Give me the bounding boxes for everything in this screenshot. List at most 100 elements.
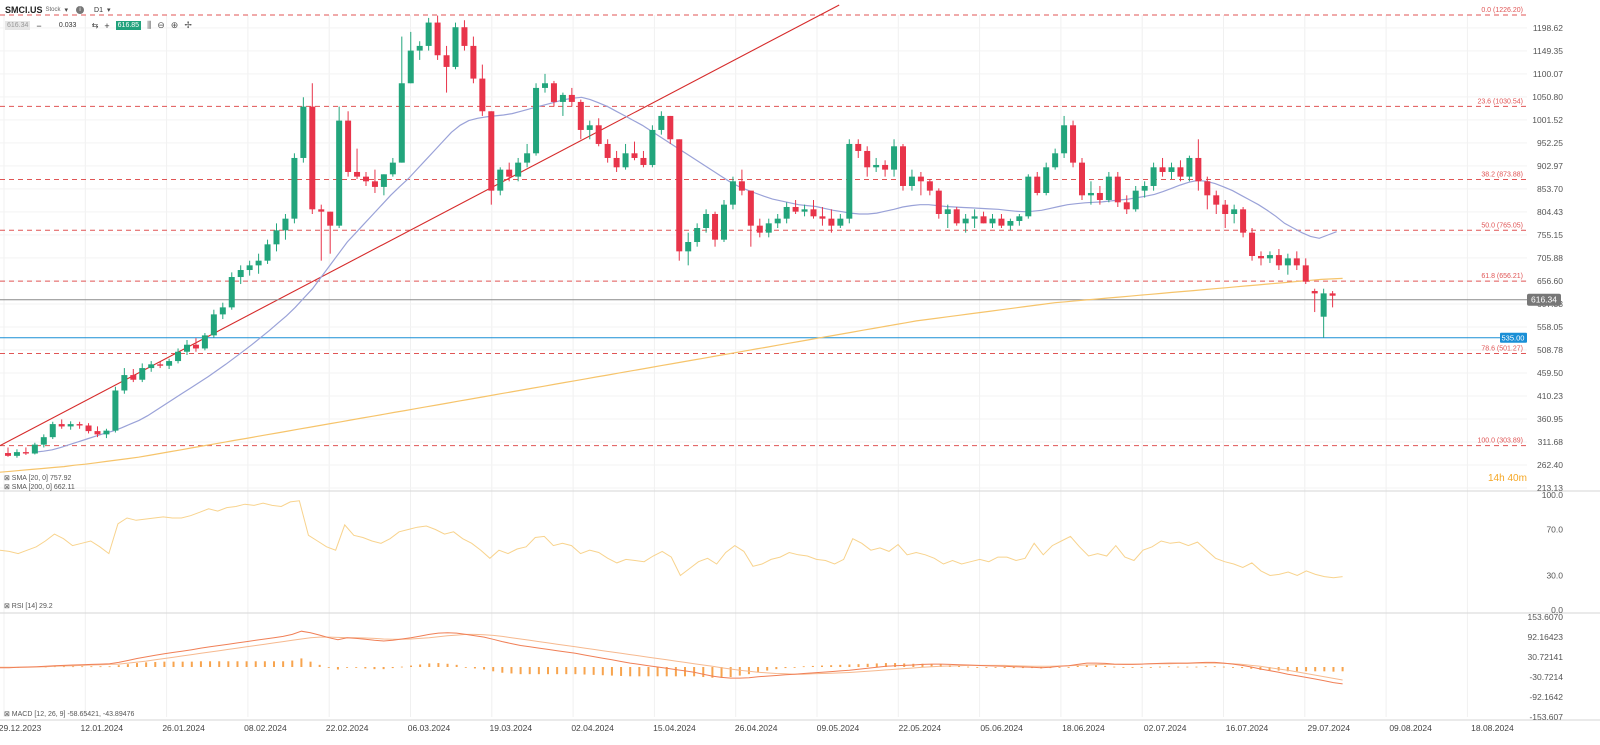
increase-quantity-button[interactable]: + xyxy=(104,20,110,31)
zoom-in-icon[interactable]: ⊕ xyxy=(170,20,179,30)
candle-body xyxy=(327,211,334,226)
bearish-candle xyxy=(1311,288,1318,313)
bullish-candle xyxy=(300,97,307,163)
candle-body xyxy=(792,206,799,212)
quantity-input[interactable]: 0.033 xyxy=(58,22,77,29)
macd-histogram-bar xyxy=(528,667,531,675)
candle-body xyxy=(1025,176,1032,217)
macd-histogram-bar xyxy=(1268,667,1271,671)
candle-body xyxy=(1141,185,1148,191)
bearish-candle xyxy=(1159,157,1166,177)
candle-body xyxy=(363,176,369,182)
macd-histogram-bar xyxy=(473,667,476,669)
macd-histogram-bar xyxy=(364,667,367,669)
candle-body xyxy=(13,452,20,456)
macd-histogram-bar xyxy=(994,667,997,668)
macd-histogram-bar xyxy=(136,663,138,667)
macd-line xyxy=(0,630,1343,685)
bullish-candle xyxy=(1132,185,1139,212)
candle-body xyxy=(345,120,352,172)
bearish-candle xyxy=(1249,227,1256,261)
macd-histogram-bar xyxy=(638,667,641,677)
crosshair-icon[interactable]: ✢ xyxy=(184,20,192,30)
candle-body xyxy=(479,78,486,112)
candle-body xyxy=(613,157,620,168)
macd-histogram-bar xyxy=(81,666,84,668)
candle-body xyxy=(67,424,74,427)
candle-body xyxy=(488,111,495,191)
macd-histogram xyxy=(0,658,1344,678)
rsi-tick-label: 70.0 xyxy=(1546,525,1563,535)
candle-body xyxy=(300,106,307,158)
bullish-candle xyxy=(166,358,173,370)
candles xyxy=(5,15,1336,458)
timeframe-select[interactable]: D1 xyxy=(94,6,103,14)
bullish-candle xyxy=(703,209,710,233)
buy-button[interactable]: 616.85 xyxy=(115,21,142,30)
bullish-candle xyxy=(103,428,110,439)
zoom-out-icon[interactable]: ⊖ xyxy=(157,20,165,30)
time-tick-label: 05.06.2024 xyxy=(980,723,1023,733)
price-indicator-legend: ⊠ SMA [20, 0] 757.92 xyxy=(4,475,71,482)
fib-level-label: 50.0 (765.05) xyxy=(1481,222,1523,229)
candle-body xyxy=(810,209,817,217)
symbol-dropdown-icon[interactable]: ▾ xyxy=(64,7,69,14)
macd-histogram-bar xyxy=(382,667,385,670)
chart-toolbar: SMCI.US Stock ▾ i D1 ▾ 616.34 − 0.033 ⇆ … xyxy=(0,0,240,34)
symbol-name[interactable]: SMCI.US xyxy=(5,5,43,15)
price-tick-label: 410.23 xyxy=(1537,391,1563,401)
bearish-candle xyxy=(5,447,11,457)
bearish-candle xyxy=(327,211,334,254)
macd-histogram-bar xyxy=(693,667,696,677)
swap-icon[interactable]: ⇆ xyxy=(91,21,99,30)
bullish-candle xyxy=(452,22,459,70)
bearish-candle xyxy=(1302,258,1309,285)
time-tick-label: 02.07.2024 xyxy=(1144,723,1187,733)
bearish-candle xyxy=(935,188,942,219)
bullish-candle xyxy=(559,92,566,116)
time-x-axis: 29.12.2023 12.01.2024 26.01.2024 08.02.2024… xyxy=(0,723,1514,733)
decrease-quantity-button[interactable]: − xyxy=(36,20,42,31)
macd-histogram-bar xyxy=(1341,667,1344,672)
time-tick-label: 08.02.2024 xyxy=(244,723,287,733)
bearish-candle xyxy=(58,419,65,429)
candle-body xyxy=(837,218,844,226)
macd-tick-label: 153.6070 xyxy=(1528,612,1564,622)
macd-histogram-bar xyxy=(1095,665,1097,667)
macd-histogram-bar xyxy=(610,667,613,676)
sell-button[interactable]: 616.34 xyxy=(5,21,31,30)
macd-histogram-bar xyxy=(373,667,376,670)
candle-body xyxy=(130,375,137,380)
bearish-candle xyxy=(550,80,557,107)
bullish-candle xyxy=(685,232,692,266)
bullish-candle xyxy=(67,421,74,430)
bullish-candle xyxy=(1025,174,1032,219)
candle-body xyxy=(944,209,951,214)
candle-body xyxy=(31,444,38,454)
price-tick-label: 1050.80 xyxy=(1532,92,1563,102)
candle-body xyxy=(40,437,47,445)
time-tick-label: 22.05.2024 xyxy=(899,723,942,733)
info-icon[interactable]: i xyxy=(76,6,85,14)
macd-histogram-bar xyxy=(875,663,878,667)
candle-body xyxy=(22,452,29,454)
bar-chart-icon[interactable]: ⫼ xyxy=(147,20,152,30)
bullish-candle xyxy=(255,253,262,274)
timeframe-dropdown-icon[interactable]: ▾ xyxy=(107,7,111,14)
bearish-candle xyxy=(488,111,495,205)
macd-histogram-bar xyxy=(1323,667,1326,672)
bullish-candle xyxy=(694,223,701,247)
macd-histogram-bar xyxy=(711,667,714,678)
macd-histogram-bar xyxy=(419,664,422,667)
bearish-candle xyxy=(85,423,92,434)
macd-histogram-bar xyxy=(209,661,212,667)
candle-body xyxy=(738,181,745,191)
bullish-candle xyxy=(184,340,190,355)
candle-body xyxy=(76,424,83,426)
candle-body xyxy=(855,143,862,151)
candle-body xyxy=(801,209,808,212)
bearish-candle xyxy=(980,211,987,224)
bearish-candle xyxy=(792,199,799,214)
macd-histogram-bar xyxy=(1168,666,1171,668)
